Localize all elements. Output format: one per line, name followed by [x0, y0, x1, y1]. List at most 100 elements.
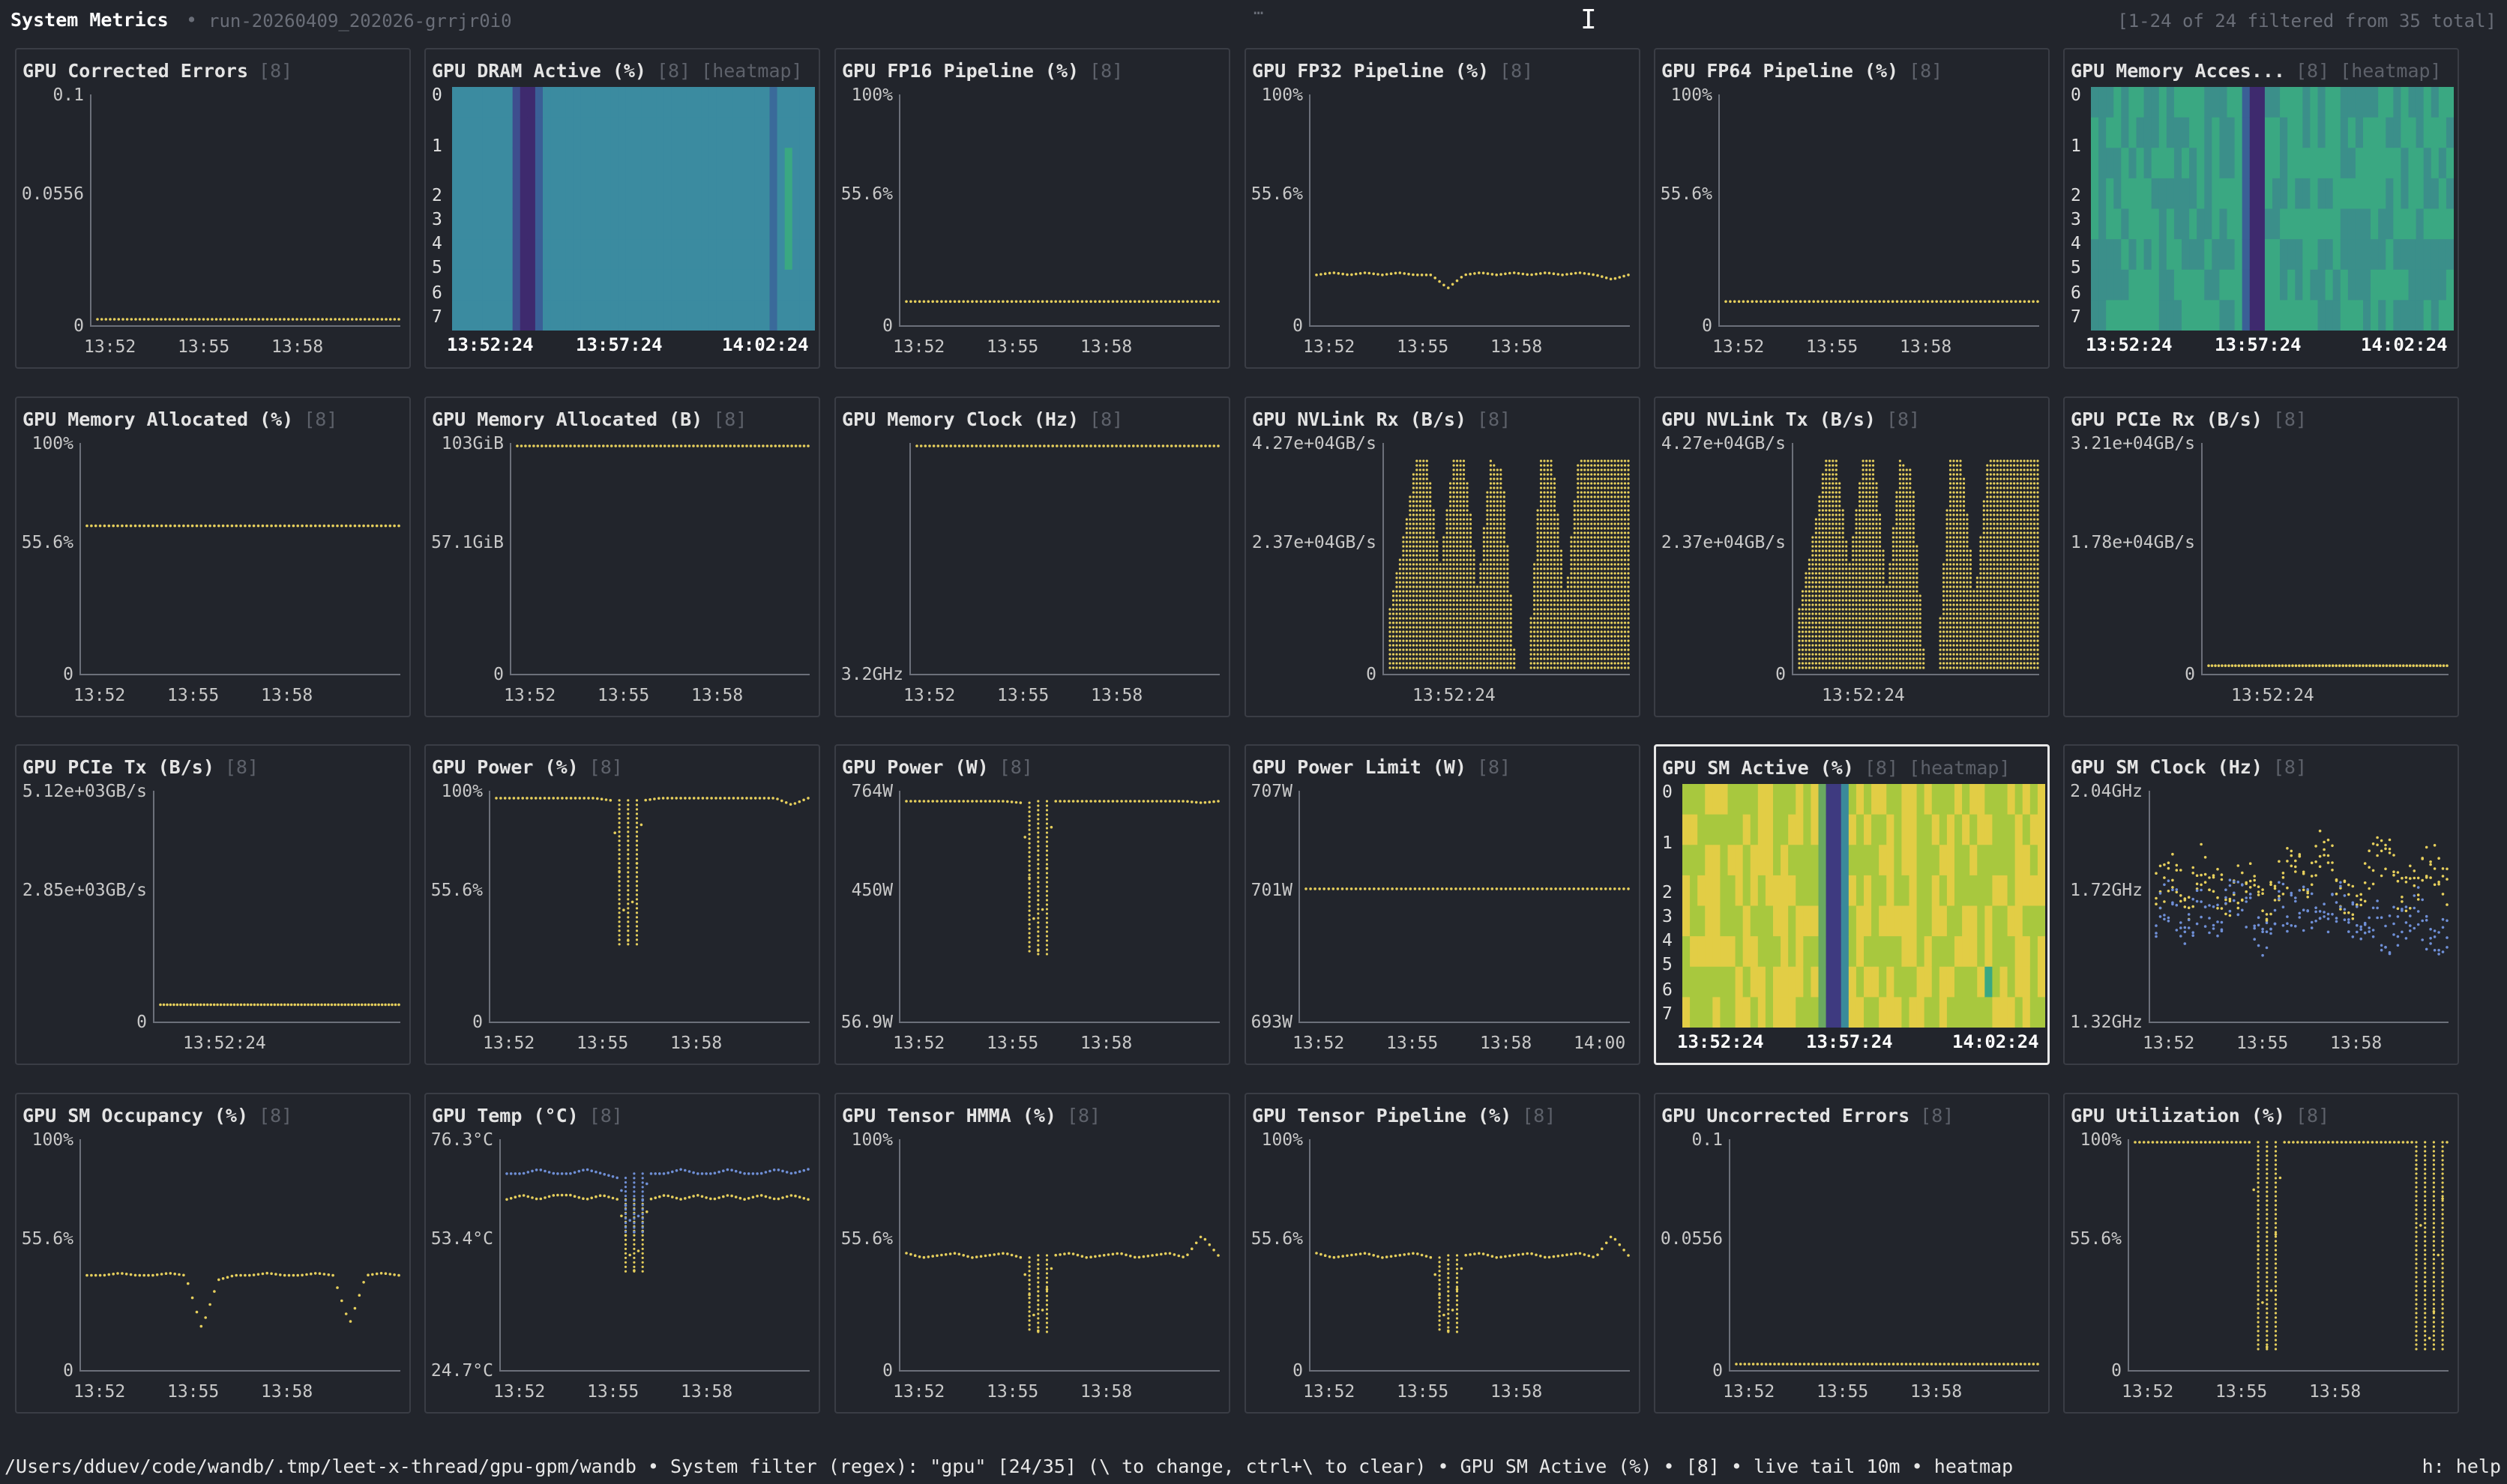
bar-dot	[1814, 599, 1817, 602]
bar-dot	[1405, 608, 1408, 611]
heatmap-cell	[2287, 117, 2296, 148]
bar-dot	[1821, 657, 1824, 660]
bar-dot	[1865, 536, 1868, 539]
bar-dot	[1546, 558, 1550, 561]
bar-dot	[1502, 594, 1505, 597]
bar-dot	[1415, 495, 1418, 498]
bar-dot	[1888, 563, 1891, 566]
bar-dot	[1818, 545, 1821, 548]
bar-dot	[1513, 666, 1516, 669]
bar-dot	[1472, 563, 1475, 566]
bar-dot	[1865, 608, 1868, 611]
bar-dot	[1891, 567, 1894, 570]
bar-dot	[1456, 612, 1459, 615]
bar-dot	[1835, 504, 1838, 507]
bar-dot	[1543, 468, 1546, 471]
bar-dot	[1604, 657, 1607, 660]
series-dot	[1157, 444, 1161, 447]
bar-dot	[1875, 644, 1878, 647]
metric-panel[interactable]: GPU FP16 Pipeline (%) [8] 100% 55.6% 0 13:52 1…	[834, 48, 1230, 369]
bar-dot	[1821, 635, 1824, 638]
series-dot	[1737, 300, 1741, 304]
metric-panel[interactable]: GPU Memory Allocated (%) [8] 100% 55.6% 0 13:…	[15, 396, 411, 717]
bar-dot	[1445, 531, 1448, 534]
bar-dot	[1855, 581, 1858, 584]
bar-dot	[1841, 572, 1844, 575]
bar-dot	[1838, 630, 1841, 633]
metric-panel[interactable]: GPU NVLink Rx (B/s) [8] 4.27e+04GB/s 2.37e+…	[1245, 396, 1640, 717]
metric-panel[interactable]: GPU FP32 Pipeline (%) [8] 100% 55.6% 0 13:52 1…	[1245, 48, 1640, 369]
bar-dot	[1425, 522, 1428, 525]
heatmap-cell	[701, 117, 710, 148]
bar-dot	[1828, 531, 1831, 534]
heatmap-time-label: 14:02:24	[722, 334, 809, 355]
bar-dot	[1469, 536, 1472, 539]
bar-dot	[1610, 527, 1613, 530]
series-dot	[236, 318, 239, 321]
bar-dot	[1613, 648, 1616, 651]
bar-dot	[1828, 558, 1831, 561]
heatmap-cell	[807, 269, 815, 301]
bar-dot	[1566, 648, 1569, 651]
bar-dot	[1623, 468, 1627, 471]
bar-dot	[1848, 657, 1851, 660]
bar-dot	[1600, 612, 1603, 615]
heatmap-cell	[580, 148, 589, 179]
heatmap-cell	[475, 269, 483, 301]
bar-dot	[1586, 621, 1589, 624]
bar-dot	[1556, 576, 1559, 579]
chart-plot	[1315, 271, 1630, 289]
bar-dot	[1459, 531, 1462, 534]
bar-dot	[1429, 603, 1432, 606]
bar-dot	[1855, 554, 1858, 557]
bar-dot	[1432, 639, 1435, 642]
bar-dot	[1429, 563, 1432, 566]
metric-panel[interactable]: GPU DRAM Active (%) [8] [heatmap] 0 1 2 3 4 5 6 7 1…	[424, 48, 820, 369]
heatmap-cell	[2393, 178, 2401, 210]
series-dot	[630, 444, 633, 447]
bar-dot	[1577, 477, 1580, 480]
bar-dot	[1623, 599, 1627, 602]
bar-dot	[1570, 662, 1573, 665]
series-dot	[1826, 300, 1829, 304]
bar-dot	[1878, 518, 1882, 521]
heatmap-cell	[2257, 117, 2266, 148]
bar-dot	[1838, 545, 1841, 548]
metric-panel[interactable]: GPU Memory Allocated (B) [8] 103GiB 57.1GiB…	[424, 396, 820, 717]
bar-dot	[1445, 513, 1448, 516]
bar-dot	[1546, 500, 1550, 503]
heatmap-cell	[2431, 87, 2440, 118]
bar-dot	[1610, 594, 1613, 597]
metric-panel[interactable]: GPU Corrected Errors [8] 0.1 0.0556 0 13:52 13…	[15, 48, 411, 369]
heatmap-cell	[777, 300, 786, 331]
bar-dot	[1442, 617, 1445, 620]
series-dot	[1794, 300, 1798, 304]
metric-panel[interactable]: GPU Memory Clock (Hz) [8] 3.2GHz 13:52 13:55…	[834, 396, 1230, 717]
bar-dot	[1868, 594, 1871, 597]
bar-dot	[1607, 504, 1610, 507]
bar-dot	[1429, 531, 1432, 534]
bar-dot	[1550, 491, 1553, 494]
metric-panel[interactable]: GPU Memory Acces... [8] [heatmap] 0 1 2 3 4 5 6 7 1…	[2063, 48, 2459, 369]
bar-dot	[1865, 477, 1868, 480]
x-axis-line	[899, 325, 1220, 327]
bar-dot	[1449, 608, 1452, 611]
heatmap-cell	[693, 87, 702, 118]
heatmap-cell	[2317, 148, 2326, 179]
drag-handle-icon[interactable]: …	[1254, 0, 1264, 19]
bar-dot	[1852, 662, 1855, 665]
bar-dot	[1452, 554, 1455, 557]
bar-dot	[1486, 509, 1489, 512]
heatmap-cell	[2280, 87, 2288, 118]
bar-dot	[1425, 491, 1428, 494]
heatmap-cell	[618, 269, 627, 301]
bar-dot	[1811, 612, 1814, 615]
bar-dot	[1825, 545, 1828, 548]
metric-panel[interactable]: GPU NVLink Tx (B/s) [8] 4.27e+04GB/s 2.37e+…	[1654, 396, 2050, 717]
bar-dot	[1502, 648, 1505, 651]
heatmap-cell	[2136, 239, 2145, 271]
bar-dot	[1472, 662, 1475, 665]
bar-dot	[1432, 576, 1435, 579]
bar-dot	[1395, 576, 1398, 579]
metric-panel[interactable]: GPU FP64 Pipeline (%) [8] 100% 55.6% 0 13:52 1…	[1654, 48, 2050, 369]
